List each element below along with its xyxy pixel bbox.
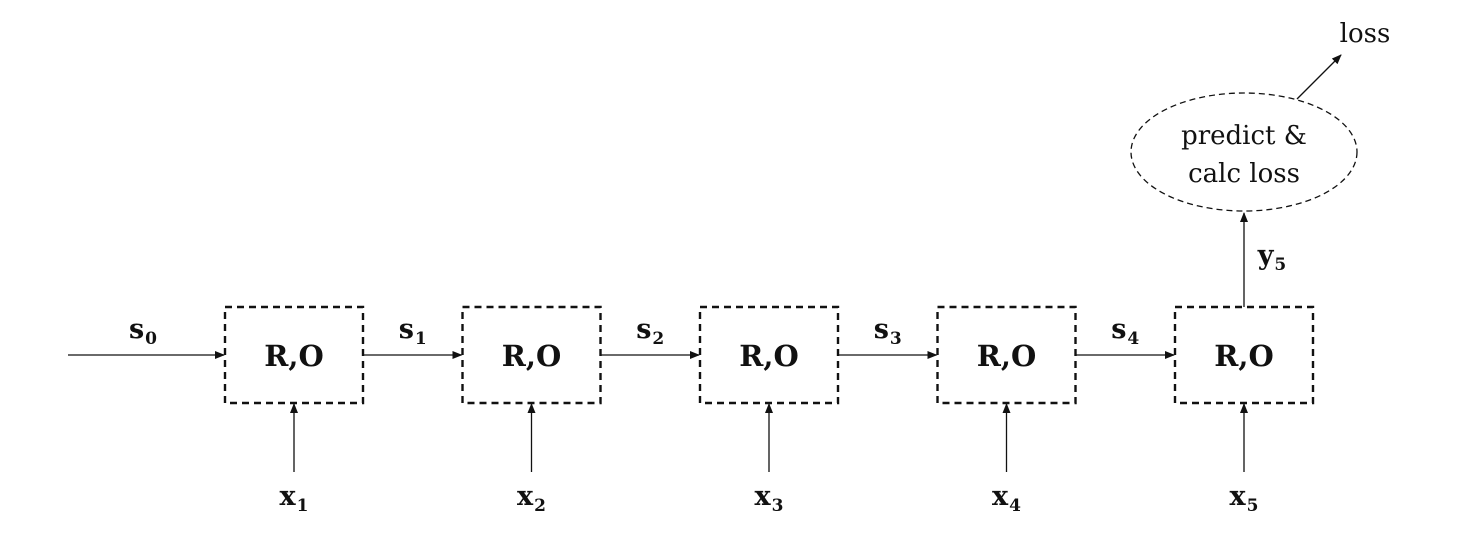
state-label-base: s [129,314,144,345]
predict-node-line1: predict & [1181,121,1307,151]
input-label: x1 [280,481,309,516]
state-label-subscript: 3 [890,329,902,349]
input-label: x4 [992,481,1021,516]
input-label-subscript: 2 [534,496,546,516]
state-label-base: s [636,314,651,345]
state-label: s4 [1111,314,1139,349]
output-label: y5 [1257,240,1287,275]
input-label-subscript: 3 [772,496,784,516]
input-label-base: x [280,481,297,512]
input-label: x2 [517,481,546,516]
input-label-base: x [1230,481,1247,512]
input-label-base: x [517,481,534,512]
rnn-cell-box [223,305,365,405]
input-label-subscript: 4 [1009,496,1021,516]
rnn-cell-label: R,O [264,339,323,373]
input-label: x5 [1230,481,1259,516]
state-label-subscript: 0 [145,329,157,349]
rnn-cell-box [936,305,1077,405]
input-label-base: x [992,481,1009,512]
rnn-cell-box [1173,305,1315,405]
state-label-base: s [399,314,414,345]
state-label-base: s [874,314,889,345]
state-label-subscript: 2 [652,329,664,349]
loss-arrow [1296,54,1342,100]
loss-label: loss [1340,19,1391,49]
rnn-cell-label: R,O [502,339,561,373]
input-label-base: x [755,481,772,512]
state-label-base: s [1111,314,1126,345]
input-label-subscript: 5 [1247,496,1259,516]
state-label-subscript: 1 [415,329,427,349]
rnn-cell-box [698,305,840,405]
input-label-subscript: 1 [297,496,309,516]
rnn-cell-label: R,O [739,339,798,373]
output-label-base: y [1257,240,1275,271]
rnn-cell-label: R,O [977,339,1036,373]
state-label: s2 [636,314,664,349]
output-label-subscript: 5 [1274,255,1286,275]
state-label: s1 [399,314,427,349]
rnn-cell-label: R,O [1214,339,1273,373]
state-label: s3 [874,314,902,349]
state-label: s0 [129,314,157,349]
input-label: x3 [755,481,784,516]
predict-node-line2: calc loss [1188,159,1300,189]
state-label-subscript: 4 [1127,329,1139,349]
predict-node [1130,92,1358,212]
rnn-cell-box [461,305,602,405]
